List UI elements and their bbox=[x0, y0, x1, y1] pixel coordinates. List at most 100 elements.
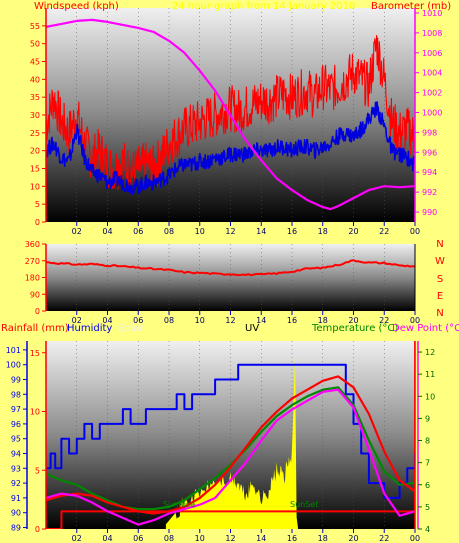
x-tick-label: 06 bbox=[133, 316, 143, 325]
panel1-axes: 0510152025303540455055990992994996998100… bbox=[30, 8, 442, 236]
x-tick-label: 12 bbox=[225, 534, 235, 543]
panel3-annotations: SunRise SunSet bbox=[163, 500, 318, 509]
x-tick-label: 02 bbox=[72, 316, 82, 325]
x-tick-label: 02 bbox=[72, 534, 82, 543]
temp-tick-label: 8 bbox=[425, 437, 430, 446]
y-left-label: 50 bbox=[30, 40, 40, 49]
panel2-axes: 0 90 180 270 360 02 04 06 08 10 12 14 16 18 20 22 00 bbox=[25, 240, 420, 325]
top-label-1: Humidity bbox=[67, 323, 112, 334]
y-right-label: 998 bbox=[422, 128, 437, 137]
y-right-label: 1006 bbox=[422, 49, 442, 58]
y-right-label: 992 bbox=[422, 188, 437, 197]
y-left-label: 25 bbox=[30, 129, 40, 138]
x-tick-label: 22 bbox=[379, 316, 389, 325]
humidity-tick-label: 100 bbox=[6, 361, 21, 370]
y-tick-label: 270 bbox=[25, 257, 40, 266]
y-tick-label: 0 bbox=[35, 307, 40, 316]
x-tick-label: 10 bbox=[195, 227, 205, 236]
humidity-tick-label: 89 bbox=[11, 524, 21, 533]
top-label-5: Dew Point (°C) bbox=[392, 323, 459, 334]
compass-s: S bbox=[437, 274, 443, 285]
panel-wind-direction bbox=[46, 244, 415, 311]
x-tick-label: 12 bbox=[225, 316, 235, 325]
y-left-label: 20 bbox=[30, 147, 40, 156]
compass-e: E bbox=[437, 291, 443, 302]
humidity-tick-label: 95 bbox=[11, 435, 21, 444]
panel3-axes: 8990919293949596979899100101051015456789… bbox=[6, 341, 435, 543]
temp-tick-label: 5 bbox=[425, 503, 430, 512]
x-tick-label: 12 bbox=[225, 227, 235, 236]
y-right-label: 1010 bbox=[422, 9, 442, 18]
top-label-2: Solar bbox=[118, 323, 144, 334]
temp-tick-label: 4 bbox=[425, 525, 430, 534]
y-right-label: 996 bbox=[422, 148, 437, 157]
y-left-label: 0 bbox=[35, 218, 40, 227]
x-tick-label: 04 bbox=[102, 316, 112, 325]
y-right-label: 1000 bbox=[422, 109, 442, 118]
panel1-subtitle: 24 hour graph from 14 January 2010 bbox=[172, 1, 355, 12]
x-tick-label: 16 bbox=[287, 316, 297, 325]
x-tick-label: 16 bbox=[287, 534, 297, 543]
y-left-label: 55 bbox=[30, 22, 40, 31]
temperature-green-line bbox=[46, 386, 415, 511]
panel1-left-label: Windspeed (kph) bbox=[34, 1, 119, 12]
x-tick-label: 04 bbox=[102, 227, 112, 236]
panel1-series bbox=[46, 18, 415, 211]
y-tick-label: 180 bbox=[25, 274, 40, 283]
wind-direction-line bbox=[46, 259, 415, 277]
x-tick-label: 14 bbox=[256, 534, 266, 543]
y-left-label: 40 bbox=[30, 75, 40, 84]
x-tick-label: 18 bbox=[318, 534, 328, 543]
temp-tick-label: 11 bbox=[425, 370, 435, 379]
x-tick-label: 02 bbox=[72, 227, 82, 236]
wind-average-line bbox=[46, 101, 415, 195]
x-tick-label: 18 bbox=[318, 316, 328, 325]
y-left-label: 30 bbox=[30, 111, 40, 120]
panel1-right-label: Barometer (mb) bbox=[371, 1, 451, 12]
y-left-label: 10 bbox=[30, 182, 40, 191]
humidity-tick-label: 93 bbox=[11, 464, 21, 473]
temp-tick-label: 12 bbox=[425, 348, 435, 357]
humidity-tick-label: 96 bbox=[11, 420, 21, 429]
x-tick-label: 00 bbox=[410, 227, 420, 236]
x-tick-label: 06 bbox=[133, 227, 143, 236]
humidity-tick-label: 97 bbox=[11, 405, 21, 414]
temp-tick-label: 7 bbox=[425, 459, 430, 468]
humidity-tick-label: 99 bbox=[11, 375, 21, 384]
dewpoint-line bbox=[46, 388, 415, 526]
x-tick-label: 10 bbox=[195, 316, 205, 325]
x-tick-label: 08 bbox=[164, 316, 174, 325]
x-tick-label: 14 bbox=[256, 316, 266, 325]
x-tick-label: 08 bbox=[164, 534, 174, 543]
humidity-tick-label: 91 bbox=[11, 494, 21, 503]
y-right-label: 1002 bbox=[422, 89, 442, 98]
humidity-tick-label: 94 bbox=[11, 450, 21, 459]
x-tick-label: 10 bbox=[195, 534, 205, 543]
rain-tick-label: 10 bbox=[30, 408, 40, 417]
x-tick-label: 04 bbox=[102, 534, 112, 543]
x-tick-label: 00 bbox=[410, 316, 420, 325]
humidity-tick-label: 101 bbox=[6, 346, 21, 355]
humidity-tick-label: 92 bbox=[11, 479, 21, 488]
panel3-top-labels: Rainfall (mm)Humidity Solar UV Temperature … bbox=[1, 323, 459, 334]
panel3-series bbox=[46, 341, 415, 529]
y-right-label: 990 bbox=[422, 208, 437, 217]
panel2-series bbox=[46, 259, 415, 277]
rain-tick-label: 5 bbox=[35, 466, 40, 475]
x-tick-label: 22 bbox=[379, 227, 389, 236]
y-tick-label: 360 bbox=[25, 240, 40, 249]
top-label-4: Temperature (°C) bbox=[311, 323, 398, 334]
x-tick-label: 16 bbox=[287, 227, 297, 236]
y-left-label: 5 bbox=[35, 200, 40, 209]
x-tick-label: 08 bbox=[164, 227, 174, 236]
sunrise-label: SunRise bbox=[163, 500, 195, 509]
x-tick-label: 14 bbox=[256, 227, 266, 236]
temperature-line bbox=[46, 375, 415, 515]
temp-tick-label: 10 bbox=[425, 392, 435, 401]
x-tick-label: 20 bbox=[348, 316, 358, 325]
y-left-label: 15 bbox=[30, 165, 40, 174]
y-right-label: 1008 bbox=[422, 29, 442, 38]
x-tick-label: 20 bbox=[348, 534, 358, 543]
